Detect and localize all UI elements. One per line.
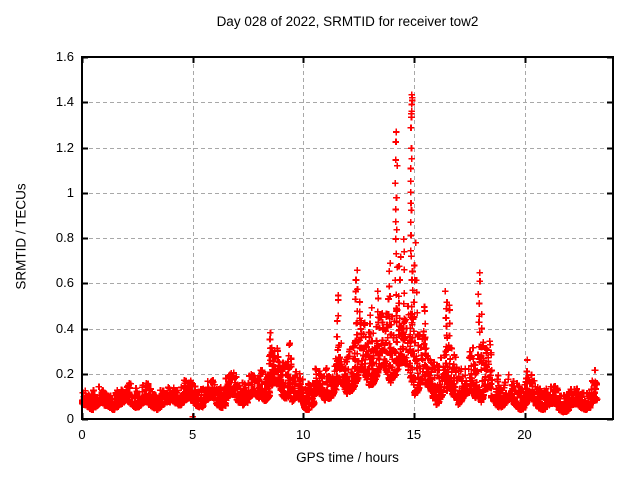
x-tick-label: 20 xyxy=(517,427,532,442)
x-tick-label: 10 xyxy=(296,427,311,442)
x-tick-label: 5 xyxy=(189,427,197,442)
chart-title: Day 028 of 2022, SRMTID for receiver tow… xyxy=(216,14,479,29)
y-tick-label: 1.2 xyxy=(55,139,74,155)
grid-lines xyxy=(82,57,613,420)
x-tick-label: 0 xyxy=(78,427,86,442)
x-tick-label: 15 xyxy=(406,427,422,442)
scatter-data-points xyxy=(78,91,601,420)
y-tick-label: 0.4 xyxy=(55,320,74,336)
y-tick-label: 0.2 xyxy=(55,365,74,381)
axis-tick-marks xyxy=(81,56,613,421)
y-tick-label: 0.8 xyxy=(55,230,74,245)
y-tick-label: 1.4 xyxy=(55,94,74,110)
x-axis-label: GPS time / hours xyxy=(296,450,399,465)
y-tick-label: 0 xyxy=(66,411,74,426)
y-tick-label: 1 xyxy=(66,184,74,200)
y-tick-label: 1.6 xyxy=(55,49,74,64)
y-tick-label: 0.6 xyxy=(55,275,74,291)
